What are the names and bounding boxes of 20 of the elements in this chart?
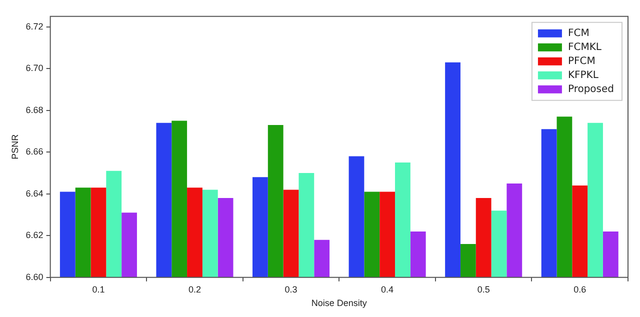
legend-label: FCM xyxy=(568,28,590,39)
legend-label: FCMKL xyxy=(568,42,602,53)
y-tick-label: 6.64 xyxy=(26,188,44,198)
x-tick-label: 0.6 xyxy=(574,284,586,294)
legend-label: PFCM xyxy=(568,56,596,67)
x-tick-label: 0.5 xyxy=(477,284,490,294)
x-tick-label: 0.4 xyxy=(381,284,394,294)
y-tick-label: 6.62 xyxy=(26,230,44,240)
y-tick-label: 6.68 xyxy=(26,104,44,115)
y-tick-label: 6.72 xyxy=(26,21,44,32)
x-tick-label: 0.3 xyxy=(284,284,298,294)
y-tick-label: 6.66 xyxy=(26,146,44,157)
x-axis-title: Noise Density xyxy=(311,298,368,308)
y-axis-title: PSNR xyxy=(10,134,20,160)
legend-label: Proposed xyxy=(568,84,614,95)
y-tick-label: 6.70 xyxy=(26,63,44,74)
y-tick-label: 6.60 xyxy=(26,272,44,282)
x-tick-label: 0.2 xyxy=(188,284,201,294)
legend-label: KFPKL xyxy=(568,70,599,81)
x-tick-label: 0.1 xyxy=(92,284,105,294)
